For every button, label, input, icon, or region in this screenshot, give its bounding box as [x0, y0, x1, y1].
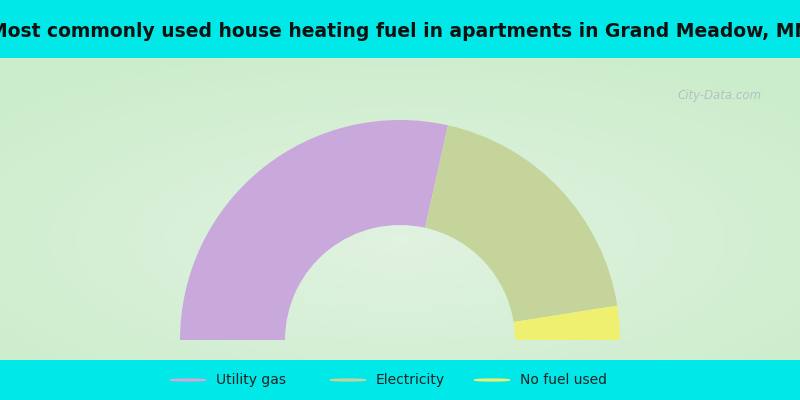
Circle shape [170, 379, 206, 381]
Text: Electricity: Electricity [376, 373, 445, 387]
Circle shape [330, 379, 366, 381]
Wedge shape [425, 125, 618, 322]
Circle shape [474, 379, 510, 381]
Wedge shape [514, 306, 620, 340]
Text: No fuel used: No fuel used [520, 373, 607, 387]
Text: Most commonly used house heating fuel in apartments in Grand Meadow, MN: Most commonly used house heating fuel in… [0, 22, 800, 41]
Text: Utility gas: Utility gas [216, 373, 286, 387]
Text: City-Data.com: City-Data.com [678, 88, 762, 102]
Wedge shape [180, 120, 448, 340]
